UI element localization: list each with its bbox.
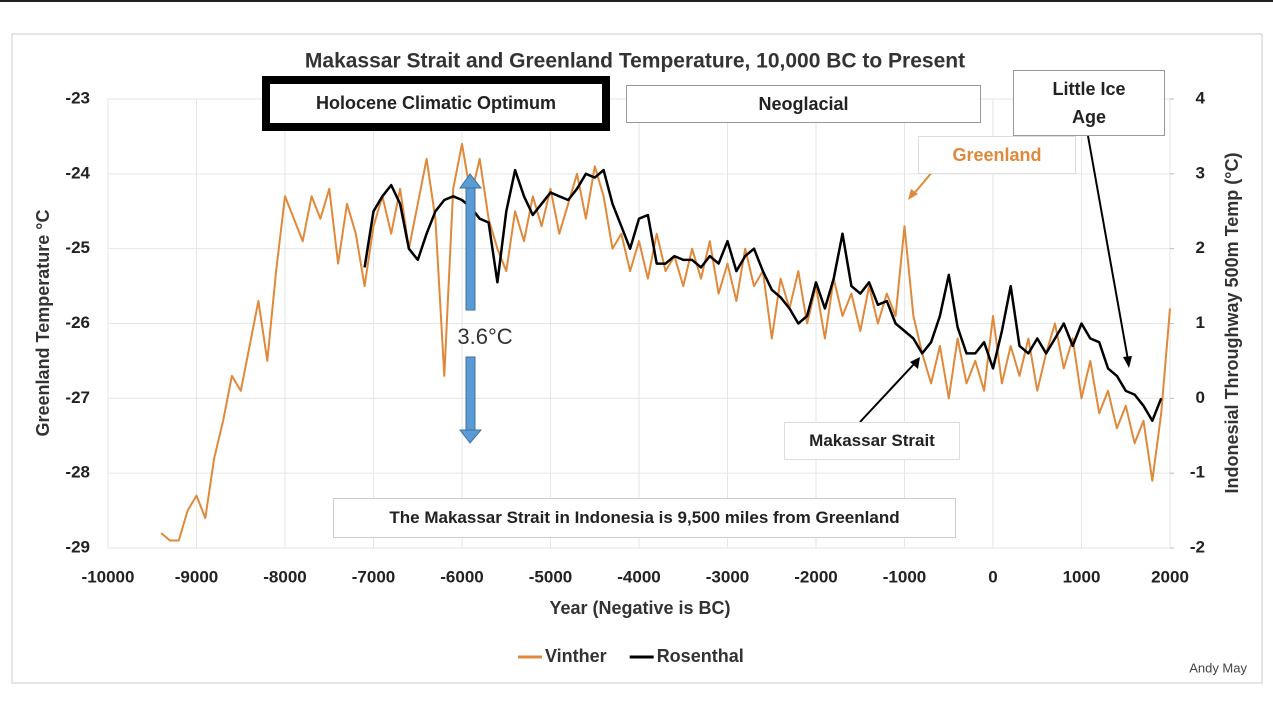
y-tick-label: -26 bbox=[65, 313, 90, 332]
x-axis-title: Year (Negative is BC) bbox=[549, 598, 730, 618]
range-label: 3.6°C bbox=[457, 324, 512, 349]
annotation-box: Neoglacial bbox=[626, 85, 981, 123]
x-tick-label: -9000 bbox=[175, 567, 218, 586]
legend-label: Vinther bbox=[545, 646, 607, 666]
chart-title: Makassar Strait and Greenland Temperatur… bbox=[305, 50, 965, 73]
x-tick-label: -7000 bbox=[352, 567, 395, 586]
x-tick-label: -6000 bbox=[440, 567, 483, 586]
makassar-pointer-head bbox=[910, 357, 920, 369]
x-tick-label: -4000 bbox=[617, 567, 660, 586]
x-tick-label: -8000 bbox=[263, 567, 306, 586]
annotation-box: Greenland bbox=[918, 136, 1076, 174]
range-arrow bbox=[458, 173, 483, 444]
y-axis-title: Greenland Temperature °C bbox=[33, 210, 53, 437]
legend-label: Rosenthal bbox=[657, 646, 744, 666]
y2-tick-label: -2 bbox=[1190, 537, 1205, 556]
lia-pointer-head bbox=[1123, 356, 1132, 368]
y2-tick-label: -1 bbox=[1190, 463, 1205, 482]
annotation-box: Little Ice Age bbox=[1013, 70, 1165, 136]
x-tick-label: -3000 bbox=[706, 567, 749, 586]
x-tick-label: 1000 bbox=[1063, 567, 1101, 586]
frame bbox=[11, 33, 1263, 684]
y-tick-label: -27 bbox=[65, 388, 90, 407]
annotation-box: Makassar Strait bbox=[784, 422, 960, 460]
y2-tick-label: 1 bbox=[1196, 313, 1205, 332]
y2-tick-label: 4 bbox=[1196, 88, 1206, 107]
plot bbox=[160, 142, 1171, 542]
annotation-box: Holocene Climatic Optimum bbox=[262, 76, 610, 131]
series-line bbox=[363, 168, 1163, 423]
y-tick-label: -24 bbox=[65, 163, 90, 182]
y-tick-label: -28 bbox=[65, 463, 90, 482]
makassar-pointer bbox=[859, 362, 916, 423]
y2-tick-label: 3 bbox=[1196, 163, 1205, 182]
credit: Andy May bbox=[1189, 660, 1247, 675]
x-tick-label: -5000 bbox=[529, 567, 572, 586]
x-tick-label: -1000 bbox=[883, 567, 926, 586]
x-tick-label: 2000 bbox=[1151, 567, 1189, 586]
series-line bbox=[160, 142, 1171, 542]
y-tick-label: -29 bbox=[65, 537, 90, 556]
annotation-box: The Makassar Strait in Indonesia is 9,50… bbox=[333, 498, 956, 538]
legend: Vinther Rosenthal bbox=[518, 646, 744, 666]
y2-tick-label: 2 bbox=[1196, 238, 1205, 257]
x-tick-label: 0 bbox=[988, 567, 997, 586]
lia-pointer bbox=[1087, 135, 1129, 361]
greenland-pointer-head bbox=[908, 189, 918, 200]
x-tick-label: -2000 bbox=[794, 567, 837, 586]
y2-axis-title: Indonesial Throughway 500m Temp (°C) bbox=[1222, 153, 1242, 494]
y2-tick-label: 0 bbox=[1196, 388, 1205, 407]
y-tick-label: -23 bbox=[65, 88, 90, 107]
y-tick-label: -25 bbox=[65, 238, 90, 257]
x-tick-label: -10000 bbox=[82, 567, 135, 586]
